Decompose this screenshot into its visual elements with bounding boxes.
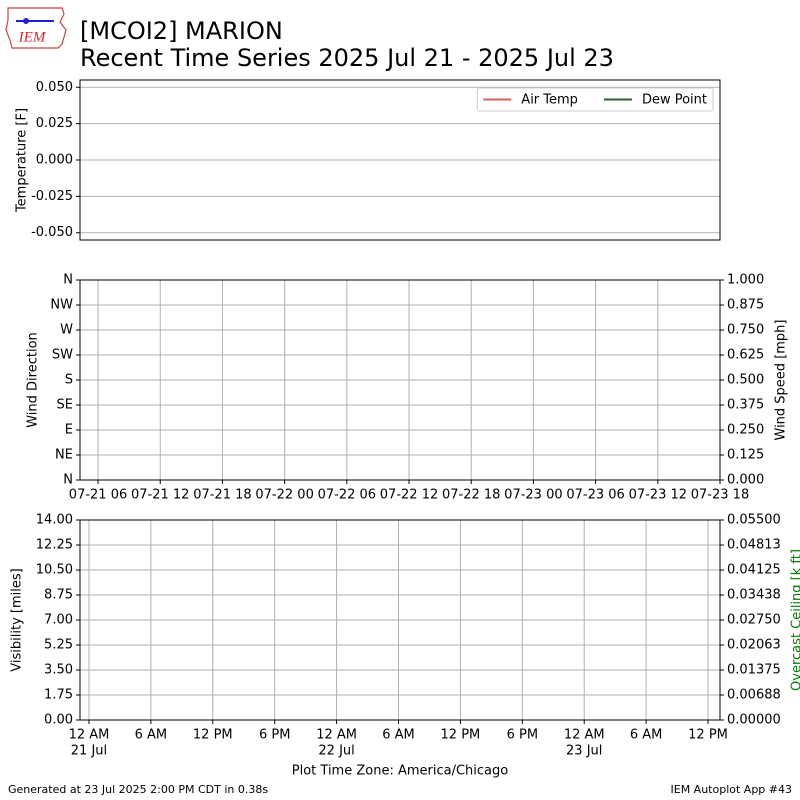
y-tick-label: 1.75 bbox=[44, 688, 73, 703]
y-tick-label: 7.00 bbox=[44, 613, 73, 628]
legend-box bbox=[476, 87, 714, 112]
logo-outline bbox=[5, 7, 67, 49]
y-tick-label: 8.75 bbox=[44, 588, 73, 603]
logo-text: IEM bbox=[18, 29, 47, 45]
y-tick-label: SW bbox=[52, 348, 73, 363]
y-tick-label: N bbox=[63, 273, 73, 288]
y-tick-label: 14.00 bbox=[36, 513, 73, 528]
y-tick-label: 12.25 bbox=[36, 538, 73, 553]
y-tick-label: E bbox=[65, 423, 73, 438]
x-tick-label: 6 PM bbox=[259, 728, 290, 743]
x-tick-label: 12 AM bbox=[564, 728, 605, 743]
y-axis-label: Temperature [F] bbox=[15, 108, 30, 213]
subtitle: Recent Time Series 2025 Jul 21 - 2025 Ju… bbox=[80, 44, 614, 72]
y-tick-label: 0.00 bbox=[44, 713, 73, 728]
y2-tick-label: 0.375 bbox=[727, 398, 764, 413]
x-tick-label: 07-23 06 bbox=[566, 488, 624, 503]
x-tick-label: 07-21 18 bbox=[193, 488, 251, 503]
y-tick-label: 0.025 bbox=[36, 116, 73, 131]
x-tick-label: 6 AM bbox=[135, 728, 168, 743]
y-tick-label: W bbox=[60, 323, 73, 338]
y-tick-label: 0.050 bbox=[36, 80, 73, 95]
x-tick-label: 12 AM bbox=[69, 728, 110, 743]
x-tick-label: 07-21 06 bbox=[69, 488, 127, 503]
y2-tick-label: 0.125 bbox=[727, 448, 764, 463]
y-tick-label: 5.25 bbox=[44, 638, 73, 653]
y2-tick-label: 0.01375 bbox=[727, 663, 781, 678]
x-tick-label: 07-21 12 bbox=[131, 488, 189, 503]
x-tick-label: 07-22 18 bbox=[442, 488, 500, 503]
y2-tick-label: 0.500 bbox=[727, 373, 764, 388]
y2-tick-label: 0.000 bbox=[727, 473, 764, 488]
y2-tick-label: 0.03438 bbox=[727, 588, 781, 603]
x-date-label: 21 Jul bbox=[71, 744, 107, 759]
y2-tick-label: 0.02063 bbox=[727, 638, 781, 653]
y2-tick-label: 0.625 bbox=[727, 348, 764, 363]
y-tick-label: S bbox=[65, 373, 73, 388]
y2-tick-label: 0.00688 bbox=[727, 688, 781, 703]
x-tick-label: 12 PM bbox=[441, 728, 481, 743]
y-tick-label: -0.050 bbox=[31, 225, 73, 240]
plot-frame bbox=[79, 279, 721, 481]
y-tick-label: 3.50 bbox=[44, 663, 73, 678]
x-date-label: 23 Jul bbox=[566, 744, 602, 759]
footer-left: Generated at 23 Jul 2025 2:00 PM CDT in … bbox=[8, 783, 268, 796]
y2-tick-label: 0.05500 bbox=[727, 513, 781, 528]
x-tick-label: 07-22 12 bbox=[380, 488, 438, 503]
x-tick-label: 07-23 00 bbox=[504, 488, 562, 503]
y-tick-label: SE bbox=[57, 398, 73, 413]
x-axis-label: Plot Time Zone: America/Chicago bbox=[292, 764, 508, 779]
x-date-label: 22 Jul bbox=[318, 744, 354, 759]
legend-label: Dew Point bbox=[642, 93, 707, 108]
y2-tick-label: 0.02750 bbox=[727, 613, 781, 628]
x-tick-label: 12 AM bbox=[316, 728, 357, 743]
y2-tick-label: 0.04813 bbox=[727, 538, 781, 553]
footer-right: IEM Autoplot App #43 bbox=[671, 783, 793, 796]
x-tick-label: 6 AM bbox=[630, 728, 663, 743]
y2-axis-label: Overcast Ceiling [k ft] bbox=[790, 549, 800, 691]
y-tick-label: 0.000 bbox=[36, 153, 73, 168]
y-axis-label: Visibility [miles] bbox=[10, 568, 25, 671]
y-tick-label: -0.025 bbox=[31, 189, 73, 204]
y-tick-label: N bbox=[63, 473, 73, 488]
y-axis-label: Wind Direction bbox=[26, 332, 41, 428]
y2-tick-label: 0.00000 bbox=[727, 713, 781, 728]
x-tick-label: 12 PM bbox=[688, 728, 728, 743]
y2-tick-label: 0.750 bbox=[727, 323, 764, 338]
x-tick-label: 07-23 18 bbox=[691, 488, 749, 503]
plot-frame bbox=[79, 519, 721, 721]
x-tick-label: 12 PM bbox=[193, 728, 233, 743]
logo-dot bbox=[23, 18, 29, 24]
logo: IEM bbox=[5, 7, 67, 49]
x-tick-label: 07-22 06 bbox=[318, 488, 376, 503]
legend: Air Temp Dew Point bbox=[476, 87, 714, 112]
x-tick-label: 6 AM bbox=[382, 728, 415, 743]
y2-axis-label: Wind Speed [mph] bbox=[774, 320, 789, 441]
legend-label: Air Temp bbox=[521, 93, 578, 108]
y2-tick-label: 1.000 bbox=[727, 273, 764, 288]
y2-tick-label: 0.04125 bbox=[727, 563, 781, 578]
y2-tick-label: 0.875 bbox=[727, 298, 764, 313]
title: [MCOI2] MARION bbox=[80, 17, 283, 45]
x-tick-label: 6 PM bbox=[507, 728, 538, 743]
x-tick-label: 07-23 12 bbox=[629, 488, 687, 503]
x-tick-label: 07-22 00 bbox=[255, 488, 313, 503]
y2-tick-label: 0.250 bbox=[727, 423, 764, 438]
y-tick-label: 10.50 bbox=[36, 563, 73, 578]
plot-frame bbox=[79, 79, 721, 241]
y-tick-label: NW bbox=[50, 298, 73, 313]
y-tick-label: NE bbox=[55, 448, 73, 463]
